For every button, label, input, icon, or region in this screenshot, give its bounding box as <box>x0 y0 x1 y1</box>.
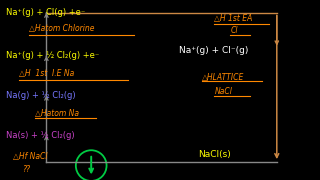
Text: △Hf NaCl: △Hf NaCl <box>13 152 47 161</box>
Text: Na(g) + ½ Cl₂(g): Na(g) + ½ Cl₂(g) <box>6 91 76 100</box>
Text: Cl: Cl <box>230 26 238 35</box>
Text: NaCl(s): NaCl(s) <box>198 150 231 159</box>
Text: △HLATTICE: △HLATTICE <box>202 73 244 82</box>
Text: Na⁺(g) + Cl⁻(g): Na⁺(g) + Cl⁻(g) <box>179 46 249 55</box>
Text: △Hatom Chlorine: △Hatom Chlorine <box>29 24 94 33</box>
Text: △Hatom Na: △Hatom Na <box>35 109 79 118</box>
Text: Na⁺(g) + Cl(g) +e⁻: Na⁺(g) + Cl(g) +e⁻ <box>6 8 86 17</box>
Text: Na(s) + ½ Cl₂(g): Na(s) + ½ Cl₂(g) <box>6 130 75 140</box>
Text: Na⁺(g) + ½ Cl₂(g) +e⁻: Na⁺(g) + ½ Cl₂(g) +e⁻ <box>6 51 100 60</box>
Text: NaCl: NaCl <box>214 87 232 96</box>
Text: △H  1st  I.E Na: △H 1st I.E Na <box>19 69 75 78</box>
Text: △H 1st EA: △H 1st EA <box>214 14 253 22</box>
Text: ??: ?? <box>22 165 30 174</box>
